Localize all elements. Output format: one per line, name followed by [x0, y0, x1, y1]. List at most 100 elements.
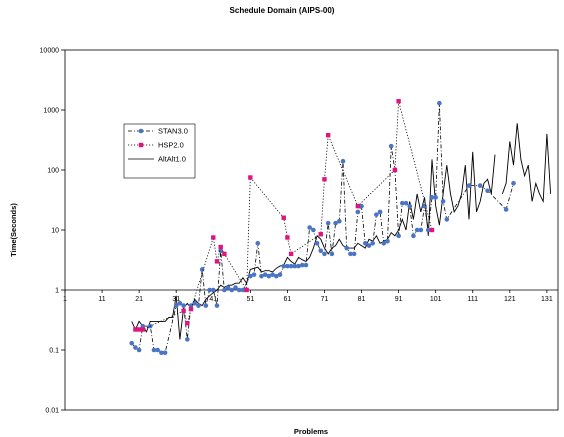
- data-point-stan3-0: [203, 303, 209, 308]
- data-point-stan3-0: [370, 241, 375, 246]
- data-point-stan3-0: [377, 209, 383, 215]
- data-point-hsp2-0: [211, 235, 216, 240]
- data-point-stan3-0: [229, 287, 235, 293]
- series-layer: [129, 99, 552, 356]
- data-point-stan3-0: [359, 203, 364, 209]
- data-point-stan3-0: [503, 207, 509, 212]
- data-point-stan3-0: [400, 200, 405, 206]
- data-point-stan3-0: [251, 272, 257, 277]
- x-tick-label: 11: [98, 296, 105, 303]
- data-point-stan3-0: [133, 345, 138, 350]
- y-tick-label: 1000: [43, 108, 59, 115]
- data-point-stan3-0: [196, 303, 201, 308]
- data-point-hsp2-0: [325, 133, 331, 138]
- y-tick-label: 0.01: [45, 408, 59, 415]
- x-axis-label: Problems: [294, 427, 328, 436]
- data-point-stan3-0: [407, 203, 413, 209]
- data-point-stan3-0: [236, 287, 242, 293]
- data-point-stan3-0: [348, 251, 353, 257]
- data-point-stan3-0: [218, 248, 223, 254]
- data-point-stan3-0: [307, 225, 312, 230]
- data-point-hsp2-0: [140, 327, 146, 332]
- x-axis: 1 11 21 31 41 51 61 71 81 91 101 111 121 131: [63, 289, 558, 303]
- legend-label: AltAlt1.0: [158, 155, 186, 164]
- data-point-stan3-0: [296, 263, 301, 269]
- data-point-stan3-0: [485, 188, 490, 194]
- data-point-stan3-0: [437, 100, 442, 106]
- data-point-hsp2-0: [355, 203, 361, 209]
- data-point-stan3-0: [314, 241, 320, 246]
- data-point-stan3-0: [177, 301, 183, 306]
- data-point-hsp2-0: [185, 320, 190, 326]
- data-point-stan3-0: [225, 285, 231, 290]
- x-tick-label: 81: [358, 296, 366, 303]
- data-point-stan3-0: [159, 350, 164, 356]
- data-point-hsp2-0: [248, 175, 253, 180]
- data-point-stan3-0: [136, 347, 142, 353]
- data-point-hsp2-0: [136, 327, 142, 332]
- data-point-hsp2-0: [429, 227, 435, 233]
- data-point-stan3-0: [511, 181, 516, 186]
- data-point-stan3-0: [277, 272, 283, 277]
- y-tick-label: 0.1: [49, 348, 59, 355]
- data-point-stan3-0: [240, 287, 246, 293]
- data-point-stan3-0: [270, 272, 275, 277]
- data-point-stan3-0: [185, 337, 190, 342]
- data-point-stan3-0: [381, 241, 387, 246]
- series-stan3-0: [129, 100, 516, 356]
- data-point-stan3-0: [374, 212, 379, 217]
- data-point-stan3-0: [285, 263, 290, 269]
- data-point-stan3-0: [411, 233, 416, 239]
- data-point-stan3-0: [344, 245, 350, 251]
- data-point-stan3-0: [199, 267, 205, 272]
- x-tick-label: 131: [541, 296, 553, 303]
- data-point-stan3-0: [477, 183, 483, 188]
- data-point-hsp2-0: [222, 251, 227, 257]
- data-point-stan3-0: [388, 143, 394, 149]
- data-point-stan3-0: [433, 195, 438, 200]
- x-tick-label: 21: [135, 296, 143, 303]
- data-point-hsp2-0: [133, 327, 138, 332]
- data-point-stan3-0: [418, 227, 424, 233]
- legend-marker: [138, 142, 144, 148]
- data-point-stan3-0: [192, 301, 198, 306]
- data-point-stan3-0: [173, 303, 179, 308]
- data-point-hsp2-0: [396, 99, 401, 104]
- legend: STAN3.0 HSP2.0 AltAlt1.0: [123, 123, 196, 179]
- data-point-stan3-0: [255, 241, 261, 246]
- series-line-altalt1-0: [501, 123, 552, 204]
- x-tick-label: 91: [395, 296, 403, 303]
- data-point-stan3-0: [288, 263, 294, 269]
- data-point-stan3-0: [210, 287, 216, 293]
- data-point-stan3-0: [444, 217, 450, 222]
- y-tick-label: 1: [55, 288, 59, 295]
- data-point-stan3-0: [303, 262, 309, 268]
- data-point-stan3-0: [466, 183, 472, 188]
- series-line-hsp2-0: [135, 101, 433, 330]
- y-tick-label: 10: [51, 228, 59, 235]
- series-line-altalt1-0: [131, 151, 496, 340]
- data-point-stan3-0: [299, 262, 305, 268]
- legend-item-altalt1-0: AltAlt1.0: [128, 155, 186, 164]
- data-point-hsp2-0: [244, 287, 249, 293]
- x-tick-label: 41: [209, 296, 217, 303]
- data-point-stan3-0: [259, 273, 264, 279]
- x-tick-label: 101: [430, 296, 442, 303]
- data-point-hsp2-0: [285, 235, 290, 240]
- data-point-hsp2-0: [214, 259, 220, 264]
- data-point-hsp2-0: [392, 167, 398, 173]
- data-point-stan3-0: [425, 227, 431, 233]
- data-point-stan3-0: [329, 251, 335, 257]
- data-point-stan3-0: [385, 238, 390, 244]
- data-point-stan3-0: [414, 227, 420, 233]
- data-point-stan3-0: [351, 251, 357, 257]
- data-point-stan3-0: [333, 220, 338, 226]
- data-point-hsp2-0: [318, 232, 323, 237]
- data-point-stan3-0: [155, 347, 160, 353]
- data-point-stan3-0: [403, 200, 409, 206]
- chart-title: Schedule Domain (AIPS-00): [230, 6, 335, 15]
- y-axis-label: Time(Seconds): [9, 203, 18, 257]
- data-point-stan3-0: [311, 227, 316, 233]
- y-axis: 0.01 0.1 1 10 100 1000 10000: [40, 48, 65, 415]
